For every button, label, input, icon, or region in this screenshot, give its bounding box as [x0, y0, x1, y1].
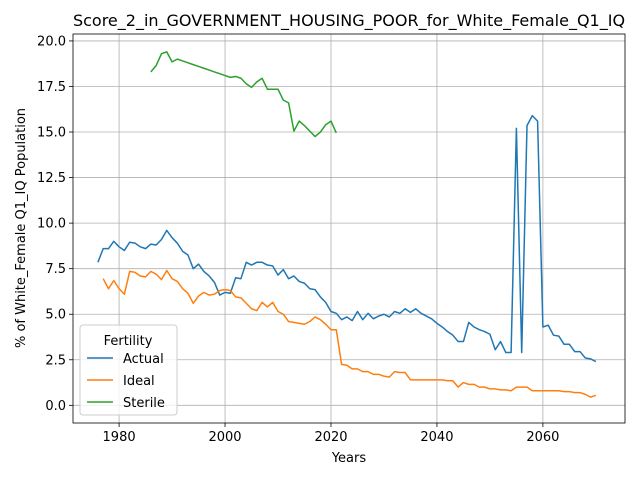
- legend-label-actual: Actual: [123, 352, 164, 367]
- y-tick-label: 2.5: [45, 353, 66, 368]
- x-tick-label: 1980: [103, 430, 136, 445]
- series-line-sterile: [150, 51, 337, 138]
- y-tick-label: 0.0: [45, 399, 66, 414]
- tick-labels: 1980 2000 2020 2040 2060 0.0 2.5 5.0 7.5 10.0 12.5…: [37, 34, 559, 445]
- series-line-actual: [97, 114, 597, 363]
- y-axis-label: % of White_Female Q1_IQ Population: [14, 108, 29, 348]
- y-tick-label: 17.5: [37, 80, 66, 95]
- x-tick-label: 2020: [314, 430, 347, 445]
- y-tick-label: 12.5: [37, 171, 66, 186]
- y-tick-label: 20.0: [37, 34, 66, 49]
- y-tick-label: 7.5: [45, 262, 66, 277]
- x-axis-label: Years: [331, 451, 367, 466]
- plot-frame: [72, 33, 626, 424]
- y-tick-label: 10.0: [37, 217, 66, 232]
- legend-label-ideal: Ideal: [123, 374, 155, 389]
- legend: Fertility Actual Ideal Sterile: [79, 324, 178, 416]
- y-tick-label: 15.0: [37, 126, 66, 141]
- legend-box: [79, 324, 178, 416]
- legend-label-sterile: Sterile: [123, 396, 165, 411]
- x-tick-label: 2000: [208, 430, 241, 445]
- chart-title: Score_2_in_GOVERNMENT_HOUSING_POOR_for_W…: [73, 11, 625, 31]
- axes: [69, 33, 626, 427]
- grid-lines: [73, 34, 625, 423]
- y-tick-label: 5.0: [45, 308, 66, 323]
- x-tick-label: 2040: [420, 430, 453, 445]
- x-tick-label: 2060: [526, 430, 559, 445]
- series-line-ideal: [102, 269, 597, 398]
- legend-title: Fertility: [104, 334, 153, 349]
- series-layer: [97, 51, 597, 398]
